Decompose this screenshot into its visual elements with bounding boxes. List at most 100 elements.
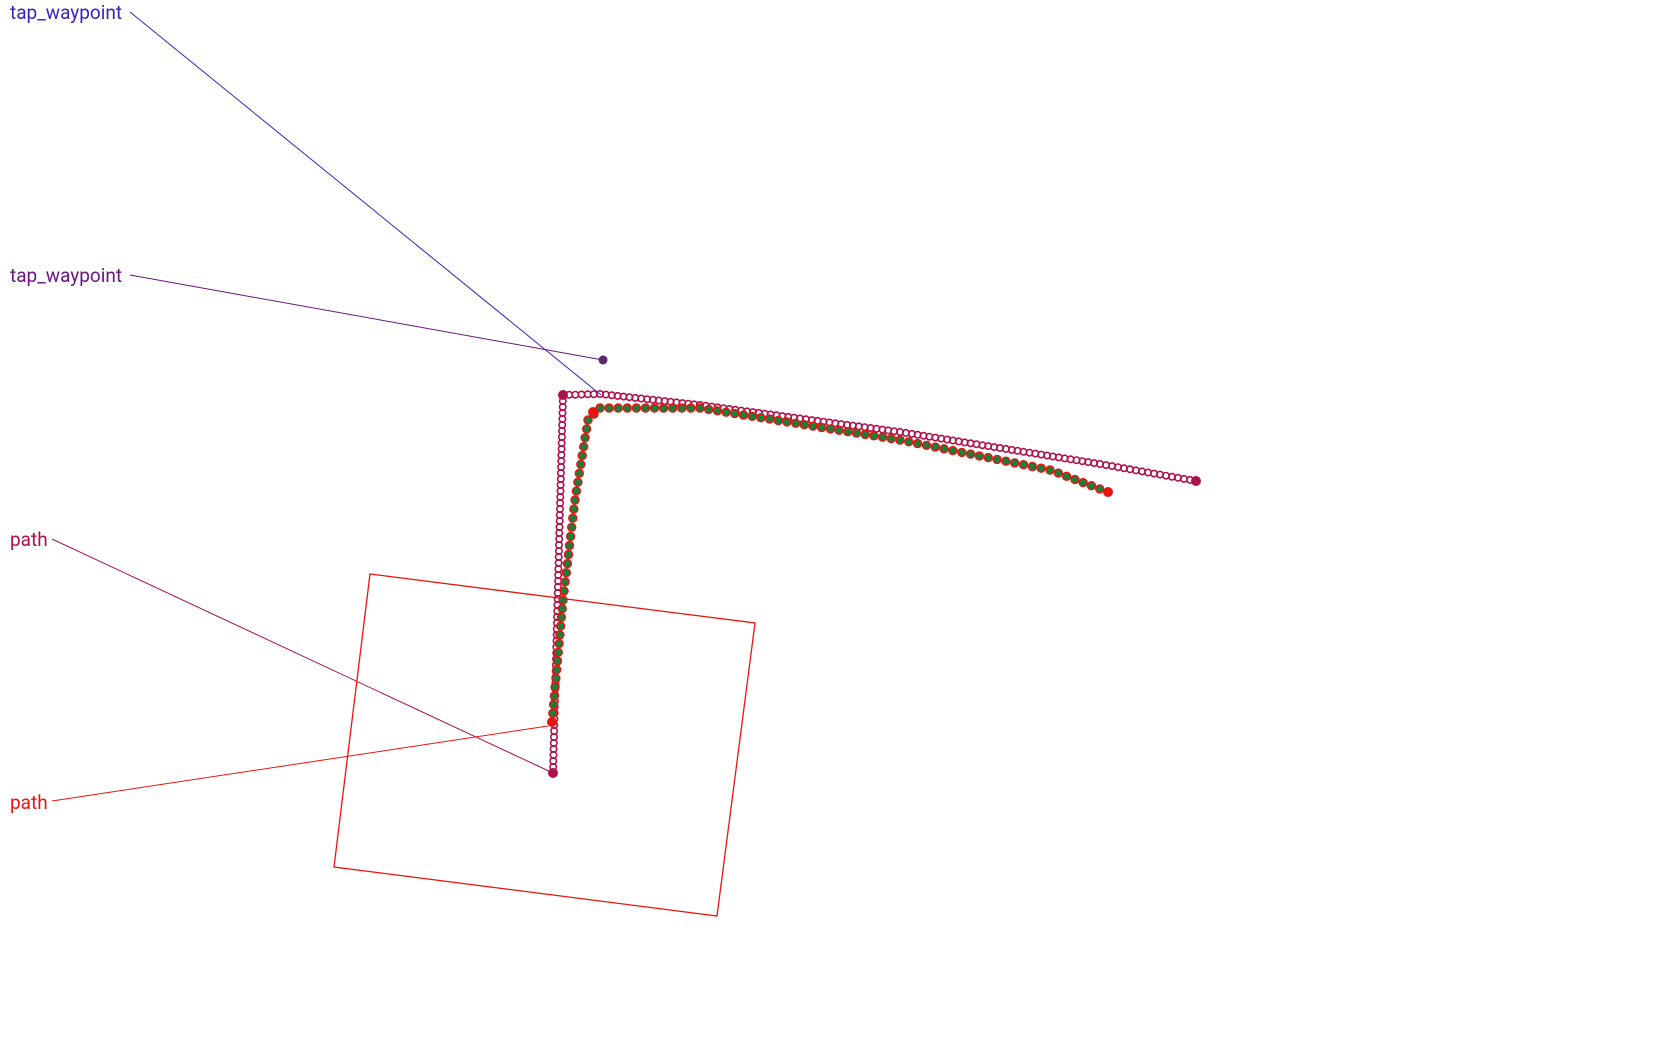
actual-path <box>547 403 1113 727</box>
actual-path-point <box>912 438 923 449</box>
actual-path-point <box>948 445 958 456</box>
actual-path-endpoint <box>588 407 598 417</box>
actual-path-point <box>974 451 985 461</box>
actual-path-point <box>558 595 568 605</box>
actual-path-point <box>576 459 586 470</box>
actual-path-point <box>1053 468 1064 478</box>
actual-path-point <box>712 406 723 416</box>
actual-path-point <box>843 427 853 437</box>
actual-path-point <box>791 418 801 428</box>
planned-path <box>548 389 1201 778</box>
actual-path-point <box>904 437 914 447</box>
actual-path-point <box>983 452 993 463</box>
actual-path-point <box>552 665 562 675</box>
actual-path-point <box>568 513 578 523</box>
actual-path-point <box>738 410 749 420</box>
actual-path-point <box>574 468 584 478</box>
planned-path-endpoint <box>1191 476 1201 486</box>
actual-path-point <box>773 415 783 426</box>
tap-waypoint-marker <box>598 355 608 365</box>
actual-path-point <box>1070 474 1080 485</box>
actual-path-point <box>930 442 940 452</box>
actual-path-point <box>756 413 766 423</box>
planned-path-endpoint <box>558 390 568 400</box>
actual-path-point <box>782 417 792 427</box>
actual-path-point <box>1001 456 1011 466</box>
actual-path-point <box>886 433 896 444</box>
actual-path-point <box>695 403 705 413</box>
actual-path-point <box>799 420 809 430</box>
actual-path-point <box>579 442 589 452</box>
tap-waypoint-2-leader <box>129 274 604 361</box>
actual-path-point <box>965 449 976 459</box>
actual-path-point <box>557 604 567 614</box>
actual-path-point <box>564 540 575 551</box>
tap-waypoint-label-2: tap_waypoint <box>10 264 122 287</box>
actual-path-point <box>668 403 678 413</box>
actual-path-point <box>613 403 623 413</box>
actual-path-point <box>721 407 731 417</box>
actual-path-point <box>553 647 563 657</box>
actual-path-point <box>992 454 1002 465</box>
actual-path-point <box>567 522 577 532</box>
actual-path-point <box>939 444 949 454</box>
actual-path-point <box>1094 484 1105 494</box>
actual-path-point <box>1036 463 1046 473</box>
actual-path-point <box>569 504 579 514</box>
actual-path-point <box>1086 481 1097 491</box>
actual-path-point <box>563 549 574 560</box>
actual-path-point <box>1061 471 1072 481</box>
actual-path-point <box>571 486 582 496</box>
actual-path-point <box>622 403 632 413</box>
actual-path-point <box>583 415 593 425</box>
actual-path-point <box>677 403 687 413</box>
actual-path-point <box>556 612 567 623</box>
actual-path-point <box>747 411 757 421</box>
actual-path-endpoint <box>1103 487 1113 497</box>
actual-path-point <box>549 691 560 701</box>
actual-path-point <box>555 621 566 631</box>
actual-path-point <box>704 404 714 415</box>
actual-path-point <box>631 403 642 413</box>
actual-path-point <box>550 682 560 692</box>
actual-path-point <box>686 403 696 413</box>
actual-path-point <box>877 432 888 442</box>
actual-path-point <box>1045 465 1055 475</box>
actual-path-point <box>560 577 570 587</box>
actual-path-point <box>1018 460 1029 470</box>
path-1-leader <box>51 538 554 774</box>
actual-path-point <box>808 421 818 431</box>
actual-path-point <box>921 440 932 450</box>
actual-path-point <box>895 435 905 445</box>
actual-path-point <box>1078 477 1088 488</box>
path-label-2: path <box>10 791 48 814</box>
actual-path-point <box>649 403 660 413</box>
actual-path-point <box>730 408 740 419</box>
actual-path-endpoint <box>547 717 557 727</box>
actual-path-point <box>658 403 669 413</box>
tap-waypoint-1-leader <box>129 11 602 396</box>
actual-path-point <box>825 424 836 434</box>
actual-path-point <box>1010 458 1020 468</box>
actual-path-point <box>573 477 583 487</box>
actual-path-point <box>604 403 614 413</box>
actual-path-point <box>834 425 844 435</box>
actual-path-point <box>580 433 590 443</box>
actual-path-point <box>565 531 576 542</box>
path-2-leader <box>51 725 549 802</box>
actual-path-point <box>548 699 559 710</box>
robot-footprint-box <box>333 573 756 917</box>
actual-path-point <box>562 558 573 569</box>
actual-path-point <box>860 429 870 440</box>
actual-path-point <box>561 568 571 578</box>
actual-path-point <box>570 495 580 505</box>
actual-path-point <box>577 450 587 461</box>
actual-path-point <box>851 428 862 438</box>
actual-path-point <box>552 656 563 666</box>
actual-path-point <box>869 431 879 441</box>
path-label-1: path <box>10 528 48 551</box>
actual-path-point <box>554 638 564 649</box>
planned-path-endpoint <box>548 768 558 778</box>
